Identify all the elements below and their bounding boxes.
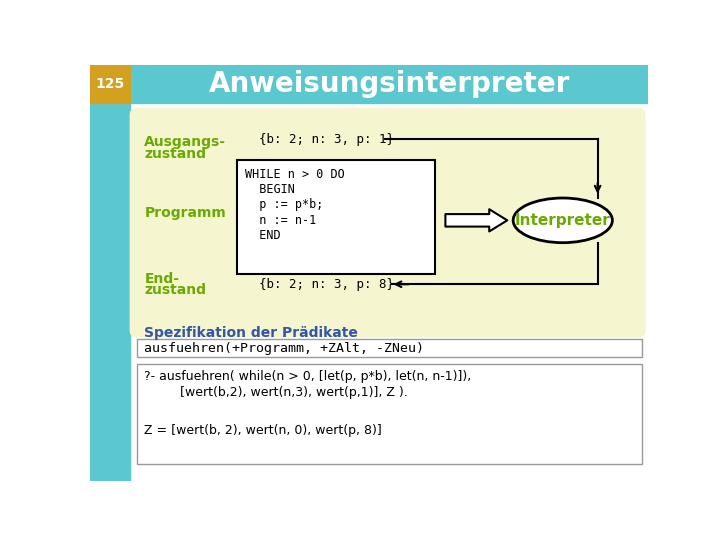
Text: KB: KB [94, 457, 113, 470]
Text: End-: End- [144, 272, 179, 286]
Text: BEGIN: BEGIN [245, 183, 295, 196]
Text: p := p*b;: p := p*b; [245, 198, 323, 212]
Bar [90, 65, 130, 103]
Text: 125: 125 [96, 77, 125, 91]
FancyBboxPatch shape [130, 109, 645, 336]
Text: zustand: zustand [144, 147, 206, 161]
Bar [137, 363, 642, 464]
Text: END: END [245, 230, 281, 242]
Text: {b: 2; n: 3, p: 1}: {b: 2; n: 3, p: 1} [259, 133, 394, 146]
Text: ?- ausfuehren( while(n > 0, [let(p, p*b), let(n, n-1)]),: ?- ausfuehren( while(n > 0, [let(p, p*b)… [144, 370, 472, 383]
Bar [238, 160, 435, 274]
Text: Anweisungsinterpreter: Anweisungsinterpreter [209, 70, 570, 98]
Text: Z = [wert(b, 2), wert(n, 0), wert(p, 8)]: Z = [wert(b, 2), wert(n, 0), wert(p, 8)] [144, 424, 382, 437]
Bar [137, 339, 642, 357]
FancyArrowPatch shape [446, 209, 508, 232]
Text: n := n-1: n := n-1 [245, 214, 316, 227]
Text: zustand: zustand [144, 284, 206, 298]
Text: {b: 2; n: 3, p: 8}: {b: 2; n: 3, p: 8} [259, 278, 394, 291]
Text: Logische Programmierung: Logische Programmierung [96, 186, 109, 360]
Text: Spezifikation der Prädikate: Spezifikation der Prädikate [144, 326, 358, 340]
Ellipse shape [513, 198, 612, 242]
Bar [90, 65, 648, 103]
Text: WHILE n > 0 DO: WHILE n > 0 DO [245, 168, 345, 181]
Text: ausfuehren(+Programm, +ZAlt, -ZNeu): ausfuehren(+Programm, +ZAlt, -ZNeu) [144, 342, 424, 355]
Text: [wert(b,2), wert(n,3), wert(p,1)], Z ).: [wert(b,2), wert(n,3), wert(p,1)], Z ). [144, 386, 408, 399]
Text: Ausgangs-: Ausgangs- [144, 135, 226, 149]
Text: Interpreter: Interpreter [515, 213, 611, 228]
Text: Programm: Programm [144, 206, 226, 220]
Bar [90, 65, 130, 481]
